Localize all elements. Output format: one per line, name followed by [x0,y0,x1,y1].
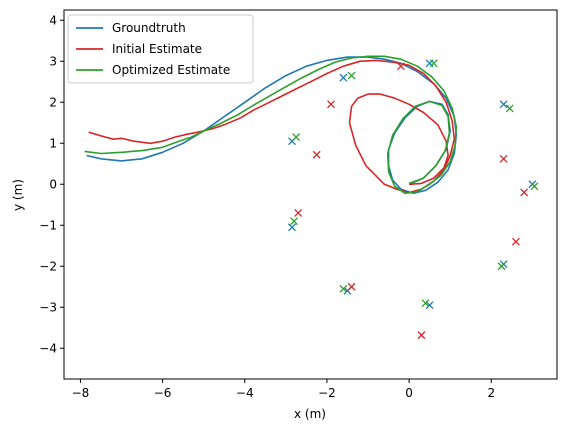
x-axis-ticks: −8 −6 −4 −2 0 2 [72,379,495,400]
x-tick-label: 0 [405,386,413,400]
landmark-marker [499,154,508,163]
landmark-marker [327,100,336,109]
landmark-marker [312,150,321,159]
landmark-marker [347,282,356,291]
series-line-optimized-estimate [84,55,458,195]
y-tick-label: 0 [49,177,57,191]
legend-entry-label: Optimized Estimate [112,63,230,77]
landmark-marker [292,133,301,142]
landmark-marker [290,217,299,226]
y-tick-label: 4 [49,13,57,27]
landmark-marker [499,100,508,109]
legend: Groundtruth Initial Estimate Optimized Est… [67,14,254,84]
legend-box [67,14,254,84]
y-axis-ticks: −4 −3 −2 −1 0 1 2 3 4 [39,13,64,355]
y-tick-label: 1 [49,136,57,150]
x-tick-label: −4 [236,386,254,400]
landmark-marker [339,73,348,82]
y-tick-label: −4 [39,341,57,355]
landmark-marker [347,71,356,80]
landmark-marker [396,62,405,71]
x-axis-label: x (m) [294,407,326,421]
landmark-marker [294,208,303,217]
landmark-marker [530,182,539,191]
landmark-marker [520,188,529,197]
landmark-marker [429,59,438,68]
landmark-marker [339,284,348,293]
x-tick-label: −8 [72,386,90,400]
y-axis-label: y (m) [11,179,25,211]
landmark-marker [511,237,520,246]
landmark-marker [505,104,514,113]
y-tick-label: −3 [39,300,57,314]
y-tick-label: 3 [49,54,57,68]
plot-area [84,55,539,340]
x-tick-label: 2 [487,386,495,400]
landmarks-optimized-estimate [290,59,539,308]
series-line-initial-estimate [88,59,456,194]
landmark-marker [421,299,430,308]
y-tick-label: 2 [49,95,57,109]
landmark-marker [417,331,426,340]
axes-frame [63,9,558,380]
y-tick-label: −1 [39,218,57,232]
landmark-marker [497,262,506,271]
legend-entry-label: Initial Estimate [112,42,202,56]
x-tick-label: −6 [154,386,172,400]
landmark-marker [288,223,296,232]
landmark-marker [425,301,434,310]
legend-entry-label: Groundtruth [112,21,186,35]
x-tick-label: −2 [318,386,336,400]
y-tick-label: −2 [39,259,57,273]
landmarks-initial-estimate [294,62,529,340]
